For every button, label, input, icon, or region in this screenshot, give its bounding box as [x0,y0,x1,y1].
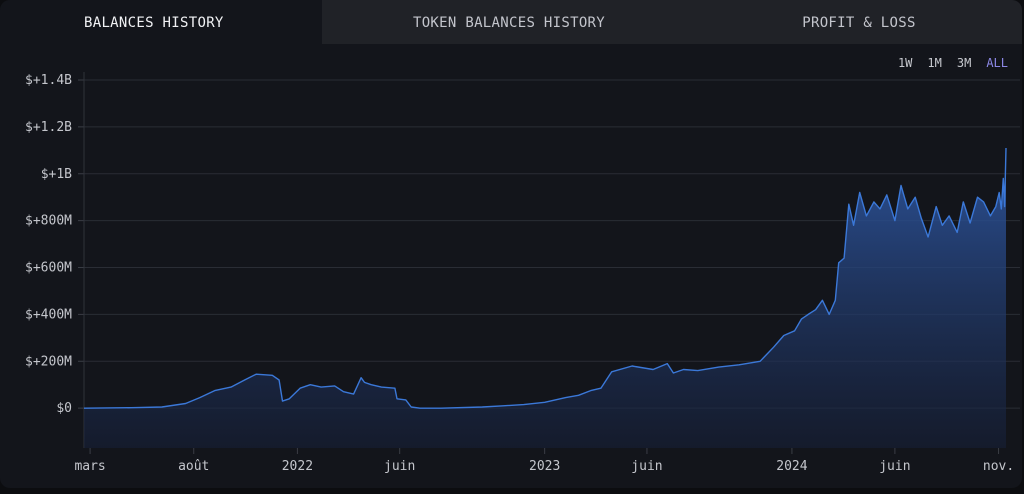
x-tick-label: 2024 [776,459,807,474]
y-tick-label: $+1.2B [25,120,72,135]
y-axis: $+1.4B $+1.2B $+1B $+800M $+600M $+400M $+200M… [25,72,85,448]
x-axis: mars août 2022 juin 2023 juin 2024 juin nov. [74,448,1014,474]
series-area [84,148,1006,448]
x-tick-label: juin [631,459,662,474]
y-tick-label: $+400M [25,307,72,322]
x-tick-label: août [178,459,209,474]
range-1m-button[interactable]: 1M [927,56,942,70]
tab-profit-loss[interactable]: PROFIT & LOSS [696,0,1022,44]
y-tick-label: $+600M [25,261,72,276]
range-all-button[interactable]: ALL [986,56,1008,70]
x-tick-label: juin [879,459,910,474]
tab-token-balances-history[interactable]: TOKEN BALANCES HISTORY [322,0,696,44]
y-tick-label: $0 [56,401,72,416]
y-tick-label: $+1.4B [25,73,72,88]
time-range-selector: 1W 1M 3M ALL [898,56,1008,70]
tab-balances-history[interactable]: BALANCES HISTORY [0,0,322,44]
x-tick-label: juin [384,459,415,474]
x-tick-label: 2022 [282,459,313,474]
y-tick-label: $+1B [41,167,72,182]
range-3m-button[interactable]: 3M [956,56,972,70]
y-tick-label: $+800M [25,214,72,229]
y-tick-label: $+200M [25,354,72,369]
x-tick-label: 2023 [529,459,560,474]
range-1w-button[interactable]: 1W [897,56,913,70]
series-line [83,147,1007,409]
tab-bar: BALANCES HISTORY TOKEN BALANCES HISTORY … [0,0,1022,44]
x-tick-label: mars [74,459,105,474]
series-layer [83,147,1007,448]
x-tick-label: nov. [983,459,1014,474]
